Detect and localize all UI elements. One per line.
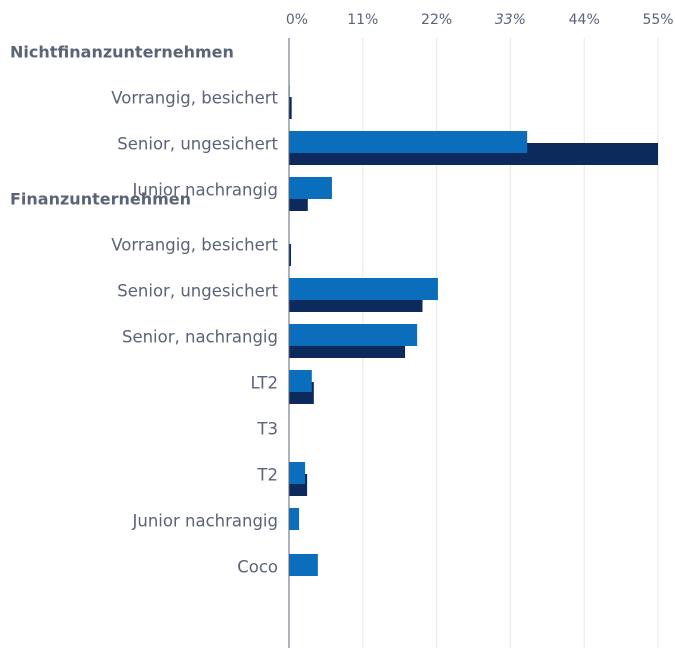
bar [289,462,306,484]
bar [289,370,312,392]
category-label: LT2 [251,374,279,393]
bar [289,97,292,119]
category-label: T2 [256,466,278,485]
category-label: Junior nachrangig [132,181,278,200]
group-header: Finanzunternehmen [10,190,191,209]
x-tick-label: 33% [495,12,526,28]
group-header: Nichtfinanzunternehmen [10,43,234,62]
x-tick-label: 11% [347,12,378,28]
x-tick-label: 55% [642,12,673,28]
bar [289,177,332,199]
category-label: Senior, ungesichert [117,135,278,154]
x-tick-label: 0% [286,12,308,28]
bar [289,278,438,300]
category-label: Senior, ungesichert [117,282,278,301]
category-label: Junior nachrangig [132,512,278,531]
category-label: Coco [237,558,278,577]
bar [289,131,528,153]
x-tick-label: 44% [569,12,600,28]
bar [289,554,318,576]
category-label: Vorrangig, besichert [111,89,278,108]
category-label: Senior, nachrangig [122,328,278,347]
bar [289,508,300,530]
category-label: Vorrangig, besichert [111,236,278,255]
bar [289,324,418,346]
x-tick-label: 22% [421,12,452,28]
category-label: T3 [256,420,278,439]
bar [289,244,292,266]
